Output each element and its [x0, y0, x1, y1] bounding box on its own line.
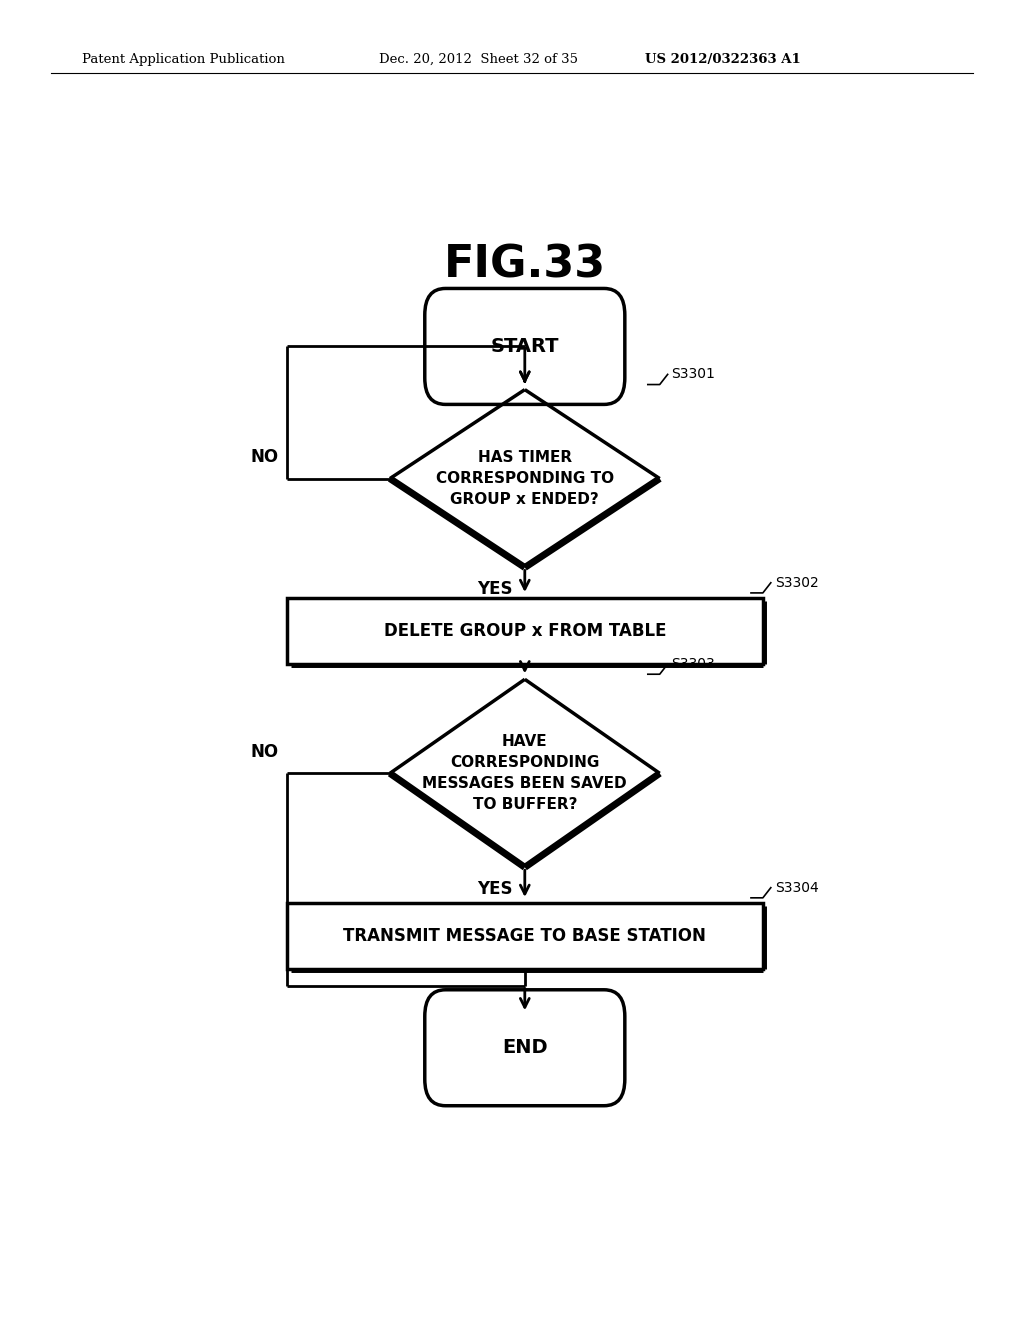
Text: HAVE
CORRESPONDING
MESSAGES BEEN SAVED
TO BUFFER?: HAVE CORRESPONDING MESSAGES BEEN SAVED T…: [423, 734, 627, 812]
Text: HAS TIMER
CORRESPONDING TO
GROUP x ENDED?: HAS TIMER CORRESPONDING TO GROUP x ENDED…: [436, 450, 613, 507]
Text: S3303: S3303: [672, 657, 716, 671]
FancyBboxPatch shape: [425, 990, 625, 1106]
Text: NO: NO: [251, 449, 279, 466]
Text: NO: NO: [251, 743, 279, 762]
Text: YES: YES: [477, 579, 513, 598]
Text: END: END: [502, 1039, 548, 1057]
Text: S3304: S3304: [775, 880, 818, 895]
Bar: [287, 598, 763, 664]
Text: Patent Application Publication: Patent Application Publication: [82, 53, 285, 66]
Text: S3301: S3301: [672, 367, 716, 381]
Text: FIG.33: FIG.33: [443, 244, 606, 286]
Bar: [287, 903, 763, 969]
Text: S3302: S3302: [775, 576, 818, 590]
Text: START: START: [490, 337, 559, 356]
Text: DELETE GROUP x FROM TABLE: DELETE GROUP x FROM TABLE: [384, 622, 666, 640]
Text: Dec. 20, 2012  Sheet 32 of 35: Dec. 20, 2012 Sheet 32 of 35: [379, 53, 578, 66]
FancyBboxPatch shape: [425, 289, 625, 404]
Text: US 2012/0322363 A1: US 2012/0322363 A1: [645, 53, 801, 66]
Text: YES: YES: [477, 879, 513, 898]
Text: TRANSMIT MESSAGE TO BASE STATION: TRANSMIT MESSAGE TO BASE STATION: [343, 927, 707, 945]
